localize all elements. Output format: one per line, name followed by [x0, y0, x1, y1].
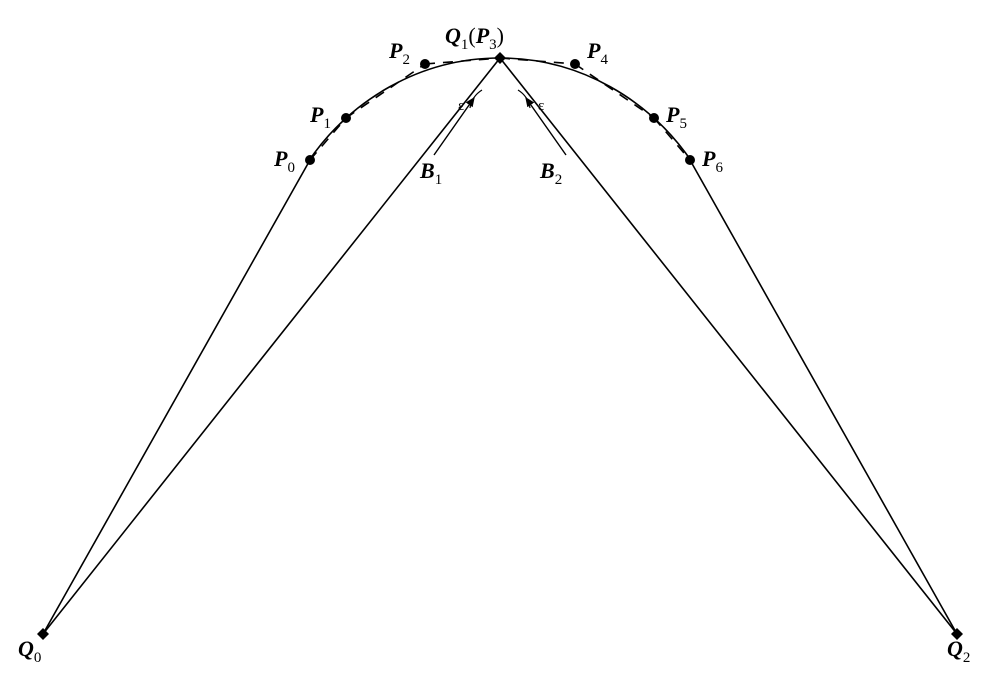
- label-epsilon-2: ε: [538, 98, 544, 114]
- marker-P1: [341, 113, 351, 123]
- label-P1: P1: [309, 102, 331, 132]
- label-B2: B2: [539, 158, 562, 188]
- label-Q0: Q0: [18, 636, 41, 666]
- line-Q0-P0: [43, 160, 310, 634]
- arrow-b2: [526, 98, 566, 155]
- marker-P2: [420, 59, 430, 69]
- label-Q1: Q1(P3): [445, 23, 504, 53]
- label-Q2: Q2: [947, 636, 970, 666]
- label-P2: P2: [388, 38, 410, 68]
- curve-b1: [308, 58, 500, 162]
- label-P0: P0: [273, 146, 295, 176]
- marker-P5: [649, 113, 659, 123]
- curve-layer: [308, 58, 692, 162]
- curve-b2: [500, 58, 692, 162]
- line-layer: [43, 58, 957, 634]
- marker-P0: [305, 155, 315, 165]
- dashed-layer: [310, 58, 690, 160]
- label-layer: Q0 Q1(P3) Q2 P0 P1 P2 P4 P5 P6 B1 B2 ε ε: [18, 23, 970, 666]
- label-B1: B1: [419, 158, 442, 188]
- dash-P4-P5: [575, 64, 654, 118]
- marker-layer: [37, 52, 963, 640]
- marker-P4: [570, 59, 580, 69]
- line-Q0-Q1: [43, 58, 500, 634]
- line-Q2-P6: [690, 160, 957, 634]
- dash-P1-P2: [346, 64, 425, 118]
- label-epsilon-1: ε: [458, 98, 464, 114]
- bezier-control-diagram: Q0 Q1(P3) Q2 P0 P1 P2 P4 P5 P6 B1 B2 ε ε: [0, 0, 1000, 694]
- arrow-layer: [434, 98, 566, 155]
- line-Q1-Q2: [500, 58, 957, 634]
- arrow-b1: [434, 98, 474, 155]
- label-P4: P4: [586, 38, 608, 68]
- marker-P6: [685, 155, 695, 165]
- label-P5: P5: [665, 102, 687, 132]
- label-P6: P6: [701, 146, 723, 176]
